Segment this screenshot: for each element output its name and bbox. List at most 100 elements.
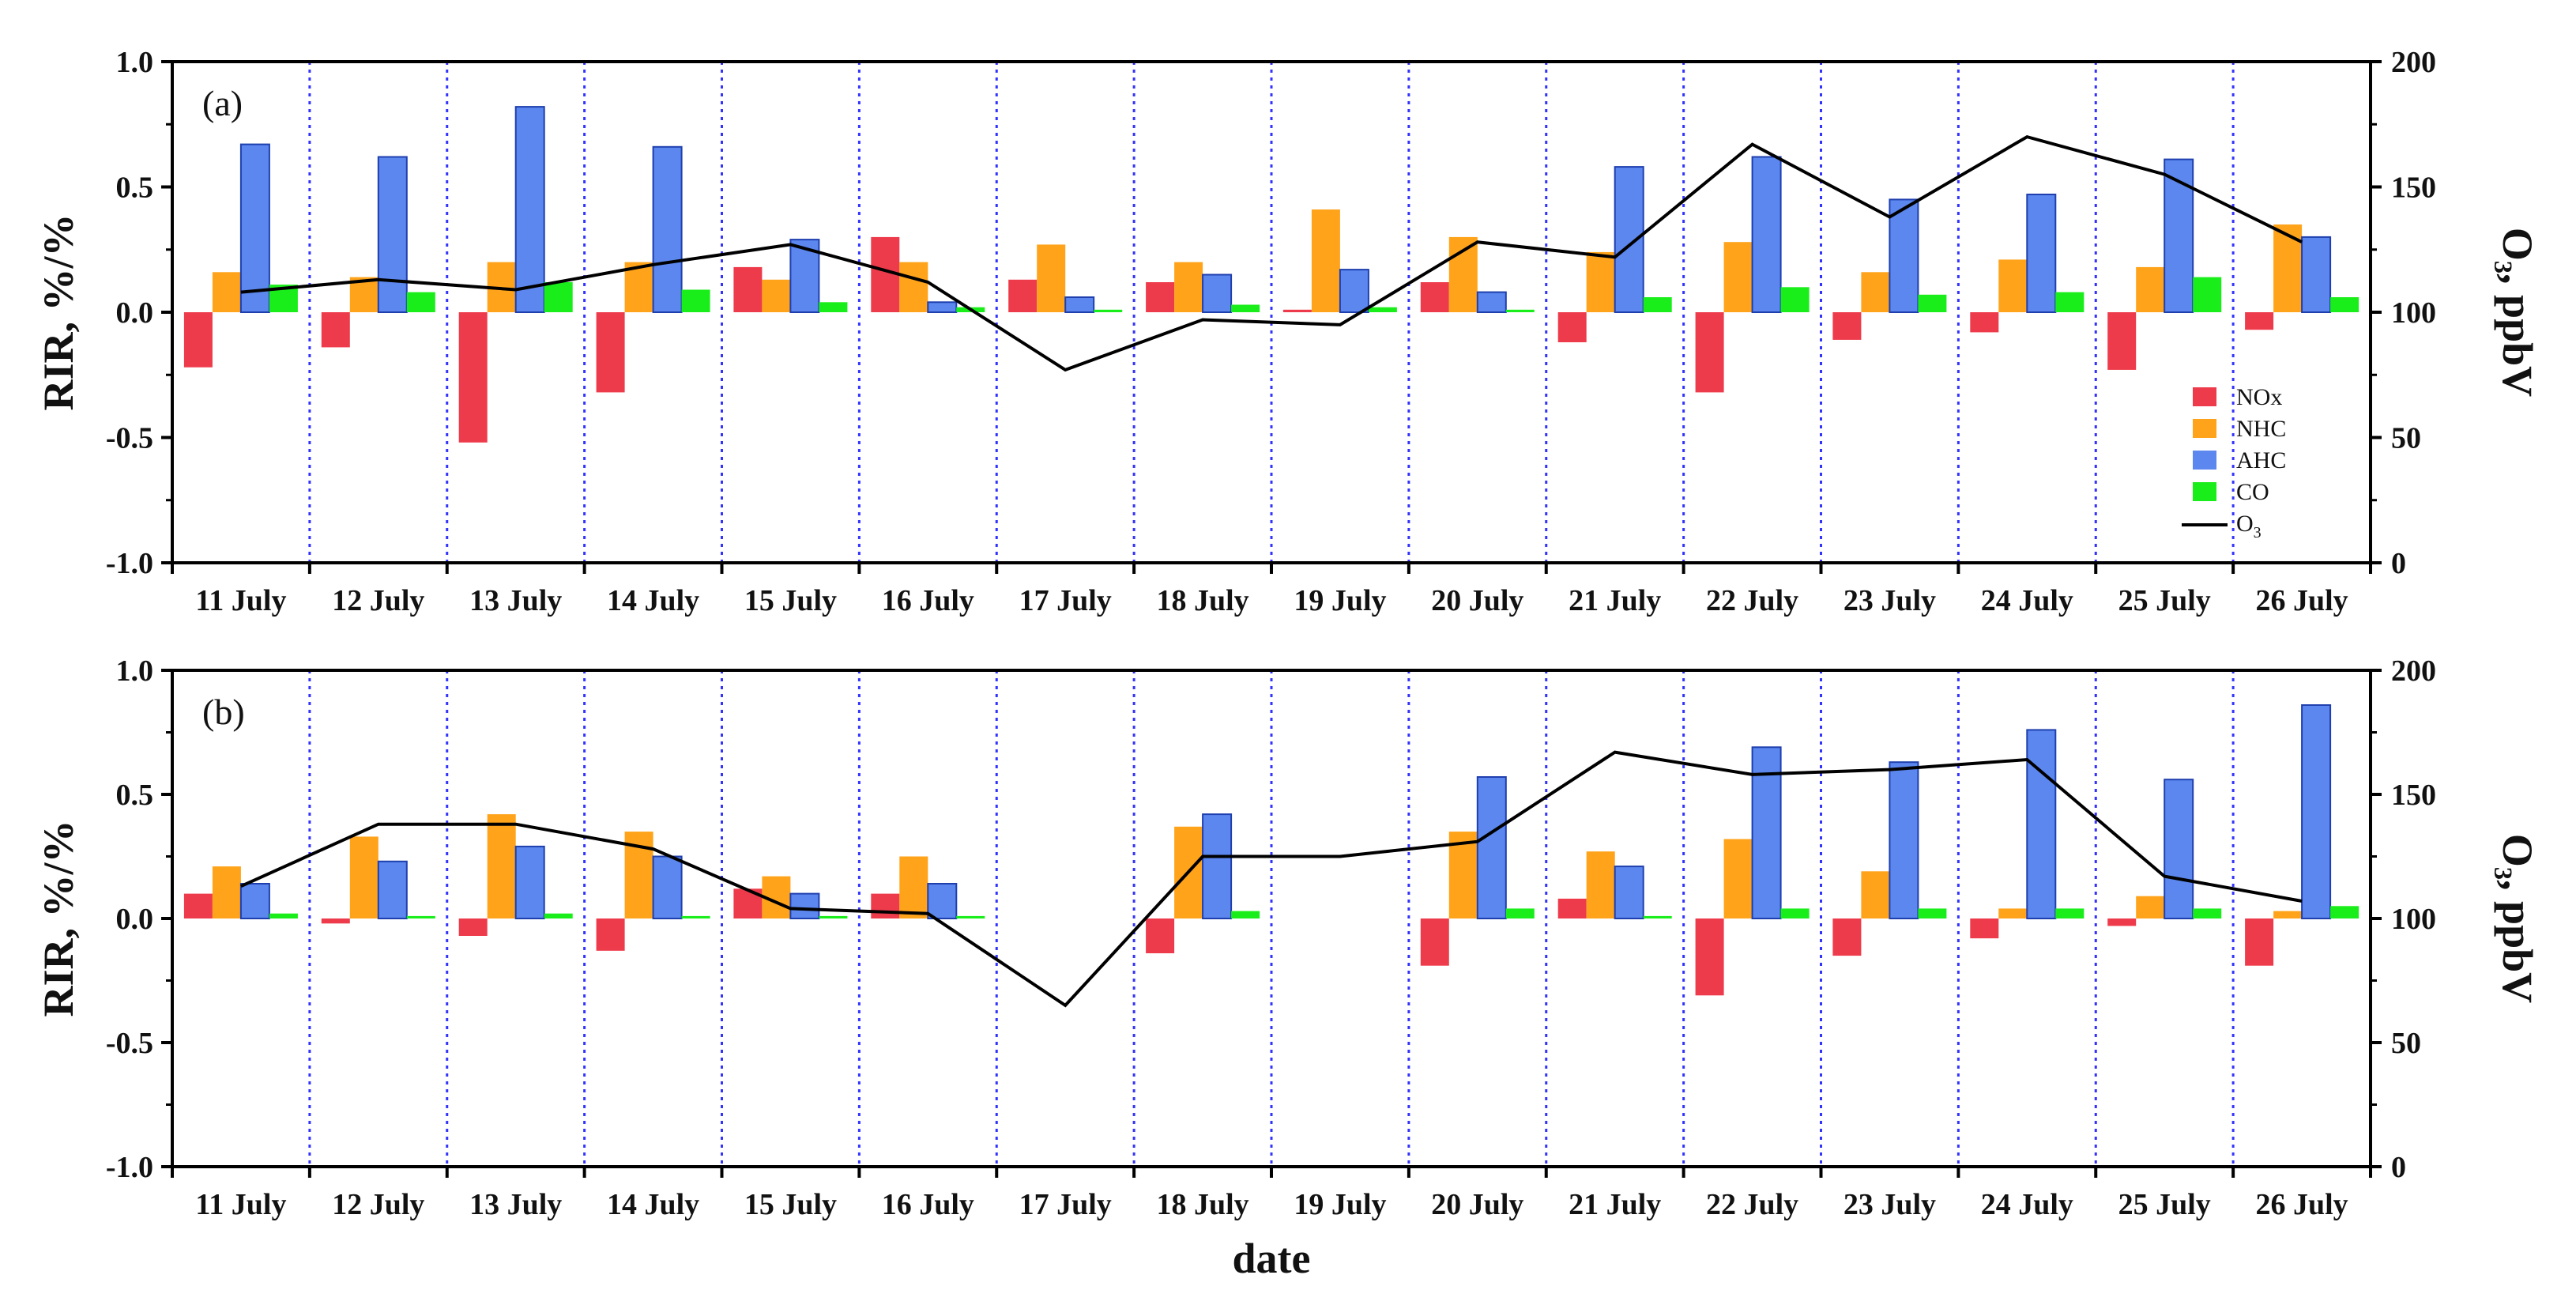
nhc-bar: [1448, 832, 1478, 918]
ahc-bar: [927, 883, 958, 919]
y2-tick-label: 200: [2391, 654, 2436, 688]
ahc-bar: [377, 860, 408, 920]
co-bar: [1918, 294, 1947, 312]
nox-bar: [871, 893, 900, 918]
co-legend-swatch: [2193, 482, 2216, 501]
co-bar: [269, 913, 298, 918]
nhc-bar: [1448, 236, 1478, 312]
ahc-bar: [652, 145, 683, 313]
nox-bar: [733, 266, 763, 312]
ahc-bar: [1614, 866, 1644, 919]
ahc-bar: [2026, 194, 2057, 313]
nhc-bar: [1998, 259, 2028, 312]
o3-line: [240, 134, 2303, 372]
y-tick-label: -0.5: [106, 1027, 153, 1060]
co-bar: [1505, 309, 1535, 312]
nhc-bar: [1723, 242, 1753, 312]
legend-label: CO: [2236, 479, 2269, 505]
ahc-bar: [1476, 776, 1507, 919]
nox-bar: [1420, 282, 1449, 312]
ahc-bar: [2026, 729, 2057, 920]
co-bar: [819, 915, 848, 918]
y2-tick-label: 0: [2391, 547, 2406, 580]
nhc-bar: [212, 866, 241, 918]
nhc-bar: [1174, 262, 1203, 312]
panel-a: -1.0 -0.5 0.0 0.5 1.0 0 50 100 150 200 11 July 12 J…: [35, 46, 2541, 617]
x-tick-label: 26 July: [2255, 1188, 2348, 1221]
panel-label: (a): [202, 83, 243, 123]
x-tick-label: 22 July: [1706, 584, 1798, 617]
co-bar: [406, 292, 435, 312]
x-tick-label: 25 July: [2118, 584, 2211, 617]
nox-bar: [596, 312, 625, 393]
nox-bar: [321, 312, 350, 348]
y-axis-label: RIR, %/%: [35, 213, 82, 410]
nox-bar: [1832, 918, 1862, 956]
x-tick-label: 26 July: [2255, 584, 2348, 617]
y-tick-label: -1.0: [106, 547, 153, 580]
x-tick-label: 20 July: [1431, 584, 1523, 617]
nox-bar: [1282, 309, 1312, 312]
nhc-bar: [2273, 911, 2303, 918]
nox-bar: [1695, 918, 1724, 996]
ahc-bar: [2164, 779, 2194, 920]
x-axis-label: date: [1233, 1235, 1311, 1282]
legend-subscript: 3: [2254, 524, 2262, 541]
nox-bar: [1557, 898, 1587, 918]
y2-tick-label: 100: [2391, 903, 2436, 936]
x-tick-label: 19 July: [1294, 584, 1386, 617]
y2-tick-label: 50: [2391, 422, 2421, 455]
nox-legend-swatch: [2193, 387, 2216, 406]
co-bar: [681, 915, 710, 918]
nox-bar: [1146, 918, 1175, 953]
ahc-bar: [1889, 198, 1919, 313]
nhc-bar: [487, 814, 516, 918]
co-bar: [819, 302, 848, 312]
co-bar: [1094, 309, 1123, 312]
legend-label: NOx: [2236, 384, 2282, 410]
co-bar: [1780, 287, 1810, 312]
x-tick-label: 13 July: [469, 584, 562, 617]
ahc-bar: [1202, 273, 1233, 313]
nhc-bar: [1311, 209, 1340, 312]
legend-label: AHC: [2236, 447, 2286, 473]
co-bar: [2193, 908, 2222, 918]
nox-bar: [458, 918, 488, 936]
nhc-bar: [1861, 871, 1890, 918]
x-tick-label: 25 July: [2118, 1188, 2211, 1221]
ahc-bar: [1614, 166, 1644, 313]
nox-bar: [321, 918, 350, 924]
x-tick-label: 21 July: [1569, 1188, 1661, 1221]
o3-line: [240, 750, 2303, 1008]
ahc-bar: [514, 106, 545, 313]
x-tick-label: 21 July: [1569, 584, 1661, 617]
co-bar: [1918, 908, 1947, 918]
x-tick-label: 14 July: [607, 584, 699, 617]
nox-bar: [2245, 312, 2274, 330]
x-tick-label: 22 July: [1706, 1188, 1798, 1221]
x-tick-label: 18 July: [1156, 584, 1248, 617]
x-tick-label: 16 July: [882, 584, 974, 617]
y2-tick-label: 200: [2391, 46, 2436, 79]
co-bar: [1231, 911, 1260, 918]
nox-bar: [1970, 918, 1999, 939]
y2-axis-label: O₃, ppbV: [2494, 834, 2541, 1003]
y2-tick-label: 0: [2391, 1151, 2406, 1184]
x-tick-label: 15 July: [744, 1188, 837, 1221]
x-tick-label: 13 July: [469, 1188, 562, 1221]
y-tick-label: 0.5: [116, 779, 154, 812]
nox-bar: [458, 312, 488, 443]
nhc-bar: [1998, 908, 2028, 918]
nox-bar: [2107, 918, 2137, 926]
ahc-bar: [927, 301, 958, 313]
ahc-bar: [1339, 269, 1369, 314]
x-tick-label: 12 July: [332, 584, 424, 617]
x-tick-label: 11 July: [195, 1188, 286, 1221]
x-tick-label: 16 July: [882, 1188, 974, 1221]
legend: NOx NHC AHC CO O3: [2182, 384, 2286, 541]
y2-tick-label: 100: [2391, 296, 2436, 330]
nhc-bar: [1037, 244, 1066, 312]
co-bar: [2193, 277, 2222, 312]
co-bar: [544, 282, 573, 312]
nhc-bar: [1586, 251, 1615, 312]
